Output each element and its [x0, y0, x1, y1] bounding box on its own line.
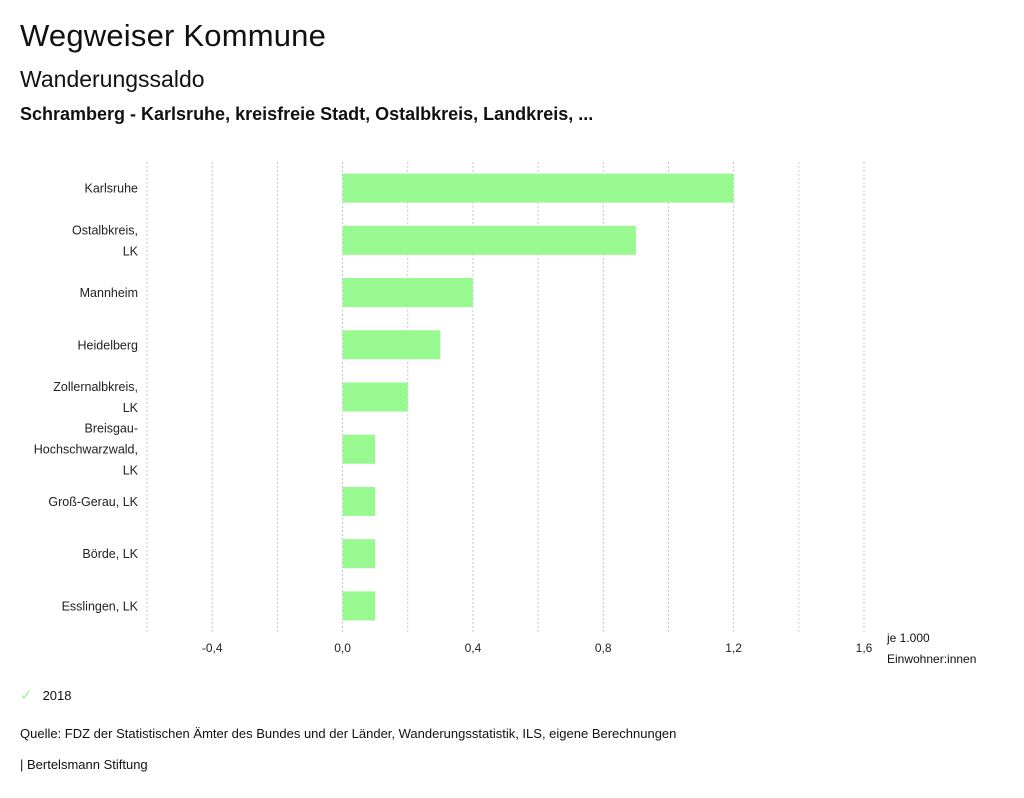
category-label: Breisgau-: [85, 422, 139, 436]
bar[interactable]: [342, 486, 376, 516]
bar[interactable]: [342, 330, 441, 360]
bar[interactable]: [342, 225, 636, 255]
bar-chart: Karlsruhe Ostalbkreis, LK Mannheim Heidelber…: [34, 162, 873, 655]
legend[interactable]: ✓ 2018: [20, 686, 72, 704]
bar[interactable]: [342, 173, 734, 203]
bar[interactable]: [342, 382, 408, 412]
bar[interactable]: [342, 539, 376, 569]
x-tick-label: 0,0: [334, 641, 351, 655]
unit-label: je 1.000 Einwohner:innen: [887, 628, 976, 670]
category-label: Esslingen, LK: [62, 599, 139, 613]
category-label: Heidelberg: [78, 338, 139, 352]
source-note: Quelle: FDZ der Statistischen Ämter des …: [20, 726, 677, 741]
unit-line-2: Einwohner:innen: [887, 652, 977, 666]
bar[interactable]: [342, 434, 376, 464]
category-labels: Karlsruhe Ostalbkreis, LK Mannheim Heidelber…: [34, 182, 139, 614]
category-label: Ostalbkreis,: [72, 223, 138, 237]
category-label: LK: [123, 244, 139, 258]
category-label: Zollernalbkreis,: [53, 380, 138, 394]
x-tick-label: 1,6: [856, 641, 873, 655]
legend-label: 2018: [42, 687, 72, 703]
category-label: LK: [123, 464, 139, 478]
x-tick-label: -0,4: [202, 641, 223, 655]
category-label: LK: [123, 401, 139, 415]
region-selection[interactable]: Schramberg - Karlsruhe, kreisfreie Stadt…: [20, 104, 594, 124]
bars: [342, 173, 734, 621]
unit-line-1: je 1.000: [887, 631, 930, 645]
x-tick-label: 0,8: [595, 641, 612, 655]
category-label: Hochschwarzwald,: [34, 443, 138, 457]
category-label: Groß-Gerau, LK: [48, 495, 138, 509]
check-icon[interactable]: ✓: [20, 687, 33, 704]
x-tick-label: 0,4: [465, 641, 482, 655]
chart-subtitle: Wanderungssaldo: [20, 66, 205, 92]
category-label: Karlsruhe: [85, 182, 139, 196]
bar[interactable]: [342, 278, 473, 308]
category-label: Börde, LK: [82, 547, 138, 561]
x-tick-label: 1,2: [725, 641, 742, 655]
category-label: Mannheim: [80, 286, 138, 300]
page-title: Wegweiser Kommune: [20, 18, 327, 53]
tick-labels: -0,4 0,0 0,4 0,8 1,2 1,6: [202, 641, 873, 655]
credit-note: | Bertelsmann Stiftung: [20, 757, 148, 772]
bar[interactable]: [342, 591, 376, 621]
